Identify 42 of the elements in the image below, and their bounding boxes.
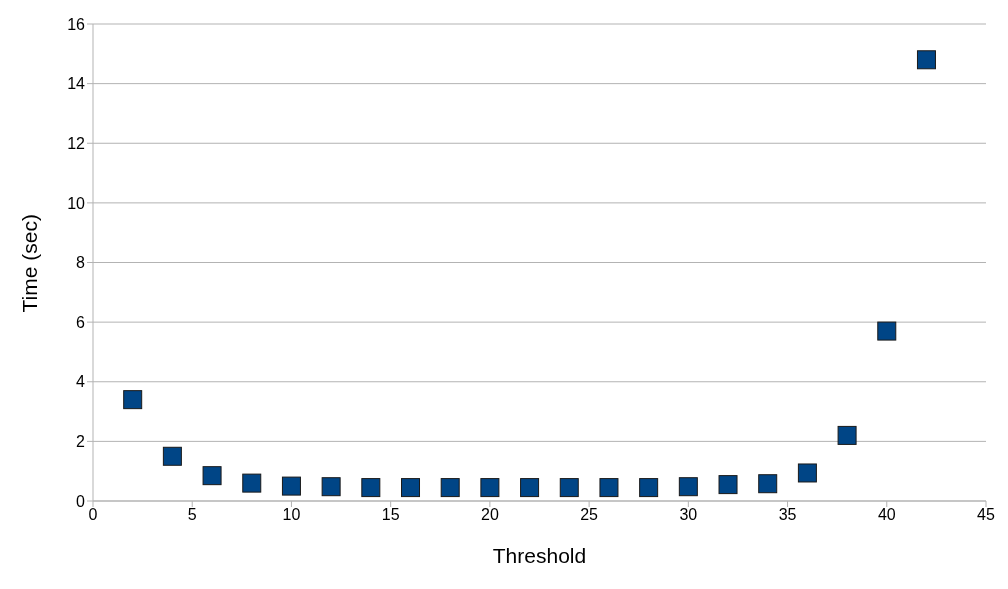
y-tick-label: 16 bbox=[67, 15, 86, 33]
point bbox=[797, 463, 817, 483]
x-tick-label: 15 bbox=[381, 506, 400, 524]
y-tick-label: 10 bbox=[67, 194, 86, 212]
x-tick-label: 30 bbox=[679, 506, 698, 524]
y-tick-label: 14 bbox=[67, 75, 86, 93]
y-tick-label: 12 bbox=[67, 134, 86, 152]
x-tick-label: 45 bbox=[977, 506, 995, 524]
y-tick-label: 2 bbox=[76, 433, 86, 451]
y-axis-title: Time (sec) bbox=[18, 214, 42, 313]
y-tick-label: 8 bbox=[76, 254, 86, 272]
y-tick-label: 4 bbox=[76, 373, 86, 391]
x-axis-title: Threshold bbox=[492, 544, 587, 567]
point bbox=[599, 478, 619, 498]
x-tick-label: 5 bbox=[187, 506, 197, 524]
point bbox=[718, 475, 738, 495]
point bbox=[440, 478, 460, 498]
x-tick-label: 0 bbox=[88, 506, 98, 524]
point bbox=[242, 473, 262, 493]
point bbox=[321, 477, 341, 497]
point bbox=[877, 321, 897, 341]
point bbox=[678, 477, 698, 497]
point bbox=[401, 478, 421, 498]
y-tick-label: 6 bbox=[76, 313, 86, 331]
point bbox=[123, 390, 143, 410]
point bbox=[162, 446, 182, 466]
x-tick-label: 10 bbox=[282, 506, 301, 524]
point bbox=[758, 474, 778, 494]
point bbox=[639, 478, 659, 498]
point bbox=[837, 425, 857, 445]
x-tick-label: 40 bbox=[877, 506, 896, 524]
y-tick-label: 0 bbox=[76, 492, 86, 510]
x-tick-label: 25 bbox=[580, 506, 599, 524]
point bbox=[202, 466, 222, 486]
point bbox=[559, 478, 579, 498]
point bbox=[480, 478, 500, 498]
point bbox=[916, 50, 936, 70]
point bbox=[281, 476, 301, 496]
point bbox=[520, 478, 540, 498]
x-tick-label: 35 bbox=[778, 506, 797, 524]
x-tick-label: 20 bbox=[480, 506, 499, 524]
point bbox=[361, 478, 381, 498]
